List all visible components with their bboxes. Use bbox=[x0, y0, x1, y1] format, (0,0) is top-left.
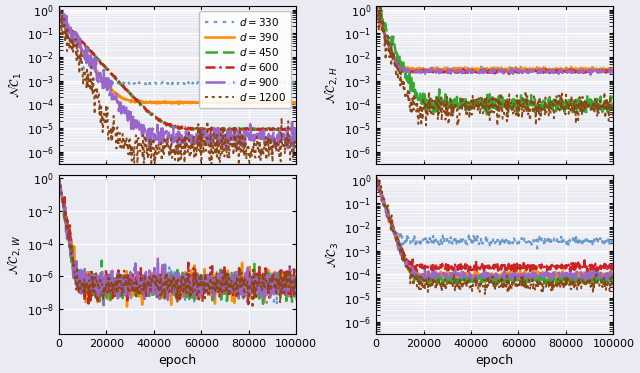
Y-axis label: $\mathcal{NC}_{2,H}$: $\mathcal{NC}_{2,H}$ bbox=[323, 66, 341, 104]
Y-axis label: $\mathcal{NC}_{2,W}$: $\mathcal{NC}_{2,W}$ bbox=[6, 235, 24, 275]
X-axis label: epoch: epoch bbox=[159, 354, 196, 367]
Y-axis label: $\mathcal{NC}_1$: $\mathcal{NC}_1$ bbox=[7, 72, 24, 98]
Legend: $d = 330$, $d = 390$, $d = 450$, $d = 600$, $d = 900$, $d = 1200$: $d = 330$, $d = 390$, $d = 450$, $d = 60… bbox=[199, 11, 291, 108]
Y-axis label: $\mathcal{NC}_3$: $\mathcal{NC}_3$ bbox=[324, 242, 341, 268]
X-axis label: epoch: epoch bbox=[476, 354, 514, 367]
